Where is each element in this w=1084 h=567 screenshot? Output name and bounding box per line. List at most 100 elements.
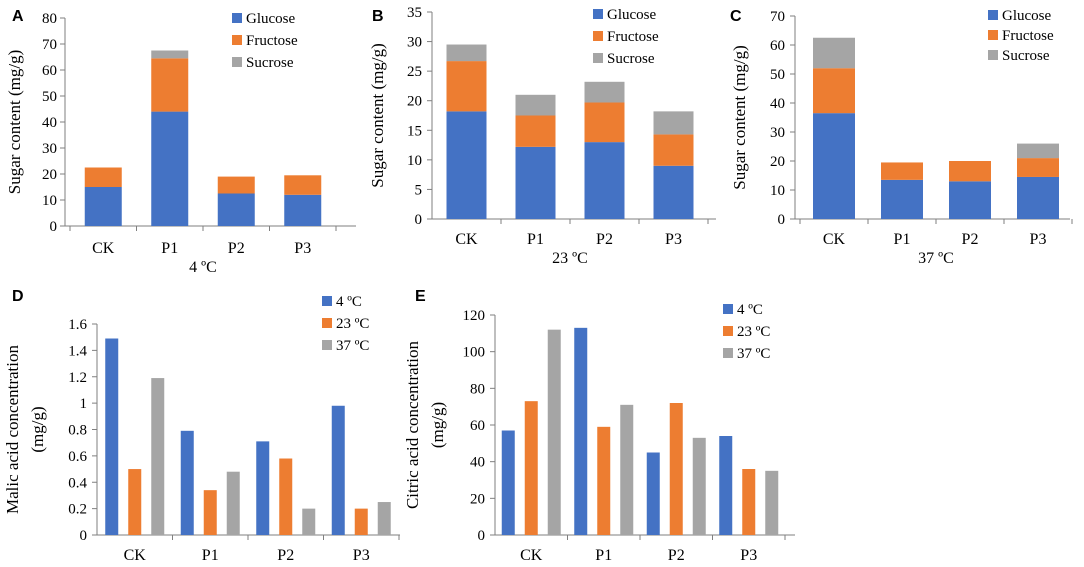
y-tick-label: 0.6 [68, 449, 87, 465]
y-tick-label: 50 [42, 89, 57, 105]
legend-swatch [988, 10, 998, 20]
legend-swatch [232, 57, 242, 67]
bar-fructose-p3 [1017, 158, 1059, 177]
y-tick-label: 20 [407, 94, 422, 110]
legend-swatch [593, 9, 603, 19]
legend-swatch [322, 318, 332, 328]
bar-glucose-p2 [217, 193, 255, 226]
y-tick-label: 100 [463, 345, 486, 361]
bar-4C-p1 [180, 430, 194, 535]
legend-label: 23 ºC [336, 316, 369, 332]
y-tick-label: 10 [407, 153, 422, 169]
bar-fructose-ck [446, 61, 487, 112]
bar-fructose-p3 [284, 175, 322, 195]
legend-label: 23 ºC [737, 324, 770, 340]
chart-panel-d: D 0 0.2 0.4 0.6 0.8 1 1.2 1.4 1.6 CK P1 P2 P3 Malic ac… [3, 288, 400, 564]
x-category-label: P3 [740, 547, 757, 564]
bar-glucose-ck [84, 187, 122, 226]
bar-4C-p1 [574, 327, 588, 535]
y-tick-label: 0 [478, 528, 486, 544]
bar-37C-p1 [620, 404, 634, 535]
bar-23C-p3 [742, 469, 756, 535]
panel-letter-d: D [12, 288, 24, 305]
bar-23C-p3 [354, 508, 368, 535]
bar-fructose-p1 [515, 115, 556, 147]
legend-swatch [988, 50, 998, 60]
x-axis-title: 23 ºC [552, 250, 588, 267]
x-category-label: P2 [596, 231, 613, 248]
x-axis-title: 4 ºC [189, 259, 217, 276]
bar-fructose-p1 [151, 58, 189, 112]
y-tick-label: 5 [415, 182, 423, 198]
bar-sucrose-p3 [653, 111, 694, 135]
legend-swatch [723, 304, 733, 314]
bar-4C-ck [105, 338, 119, 535]
x-category-label: CK [92, 240, 115, 257]
x-category-label: P1 [202, 547, 219, 564]
x-category-label: P2 [228, 240, 245, 257]
bar-4C-p3 [331, 405, 345, 535]
x-category-label: CK [124, 547, 147, 564]
y-axis-title: Malic acid concentration [3, 345, 22, 514]
legend-swatch [723, 348, 733, 358]
bar-glucose-p3 [653, 165, 694, 219]
x-category-label: P3 [294, 240, 311, 257]
y-tick-label: 20 [470, 491, 485, 507]
legend-label: 4 ºC [737, 302, 763, 318]
bar-4C-ck [501, 430, 515, 535]
y-tick-label: 40 [770, 96, 785, 112]
x-category-label: CK [823, 231, 846, 248]
legend-label: Fructose [607, 29, 659, 45]
y-tick-label: 20 [42, 167, 57, 183]
bar-fructose-ck [84, 167, 122, 187]
x-axis-title: 37 ºC [918, 250, 954, 267]
y-axis-title: (mg/g) [28, 406, 47, 452]
bar-fructose-p3 [653, 134, 694, 166]
y-tick-label: 60 [470, 418, 485, 434]
bar-23C-p2 [669, 403, 683, 535]
y-tick-label: 1 [80, 396, 88, 412]
bar-37C-p1 [226, 471, 240, 535]
y-tick-label: 30 [770, 125, 785, 141]
legend-swatch [322, 296, 332, 306]
bar-23C-p1 [597, 426, 611, 535]
y-tick-label: 0.4 [68, 475, 87, 491]
y-tick-label: 60 [42, 63, 57, 79]
legend-label: 37 ºC [737, 346, 770, 362]
chart-panel-c: C 0 10 20 30 40 50 60 70 CK P1 P2 P3 37 ºC Sugar conte… [730, 8, 1073, 267]
y-tick-label: 0 [778, 212, 786, 228]
legend-swatch [593, 53, 603, 63]
legend-label: Glucose [1002, 8, 1051, 24]
y-tick-label: 1.4 [68, 343, 87, 359]
bar-glucose-ck [446, 111, 487, 219]
legend-label: Sucrose [246, 55, 294, 71]
y-tick-label: 10 [770, 183, 785, 199]
y-tick-label: 120 [463, 308, 486, 324]
y-tick-label: 70 [770, 9, 785, 25]
bar-fructose-p2 [584, 102, 625, 143]
bar-37C-p3 [765, 470, 779, 535]
x-category-label: P2 [277, 547, 294, 564]
bar-glucose-p2 [949, 181, 991, 219]
x-category-label: P3 [665, 231, 682, 248]
y-tick-label: 10 [42, 193, 57, 209]
y-tick-label: 50 [770, 67, 785, 83]
y-axis-title: Citric acid concentration [403, 340, 422, 509]
bar-23C-p2 [279, 458, 293, 535]
bar-23C-ck [524, 401, 538, 535]
bar-4C-p3 [719, 436, 733, 535]
chart-panel-e: E 0 20 40 60 80 100 120 CK P1 P2 P3 Citric acid conc… [403, 288, 795, 564]
bar-fructose-ck [813, 68, 855, 114]
x-category-label: P3 [353, 547, 370, 564]
y-tick-label: 40 [470, 455, 485, 471]
bar-4C-p2 [256, 441, 270, 535]
panel-letter-c: C [730, 8, 742, 25]
bar-4C-p2 [646, 452, 660, 535]
bar-fructose-p1 [881, 162, 923, 180]
y-tick-label: 70 [42, 37, 57, 53]
y-tick-label: 1.6 [68, 317, 87, 333]
y-tick-label: 15 [407, 123, 422, 139]
x-category-label: P1 [894, 231, 911, 248]
legend-label: Fructose [246, 33, 298, 49]
